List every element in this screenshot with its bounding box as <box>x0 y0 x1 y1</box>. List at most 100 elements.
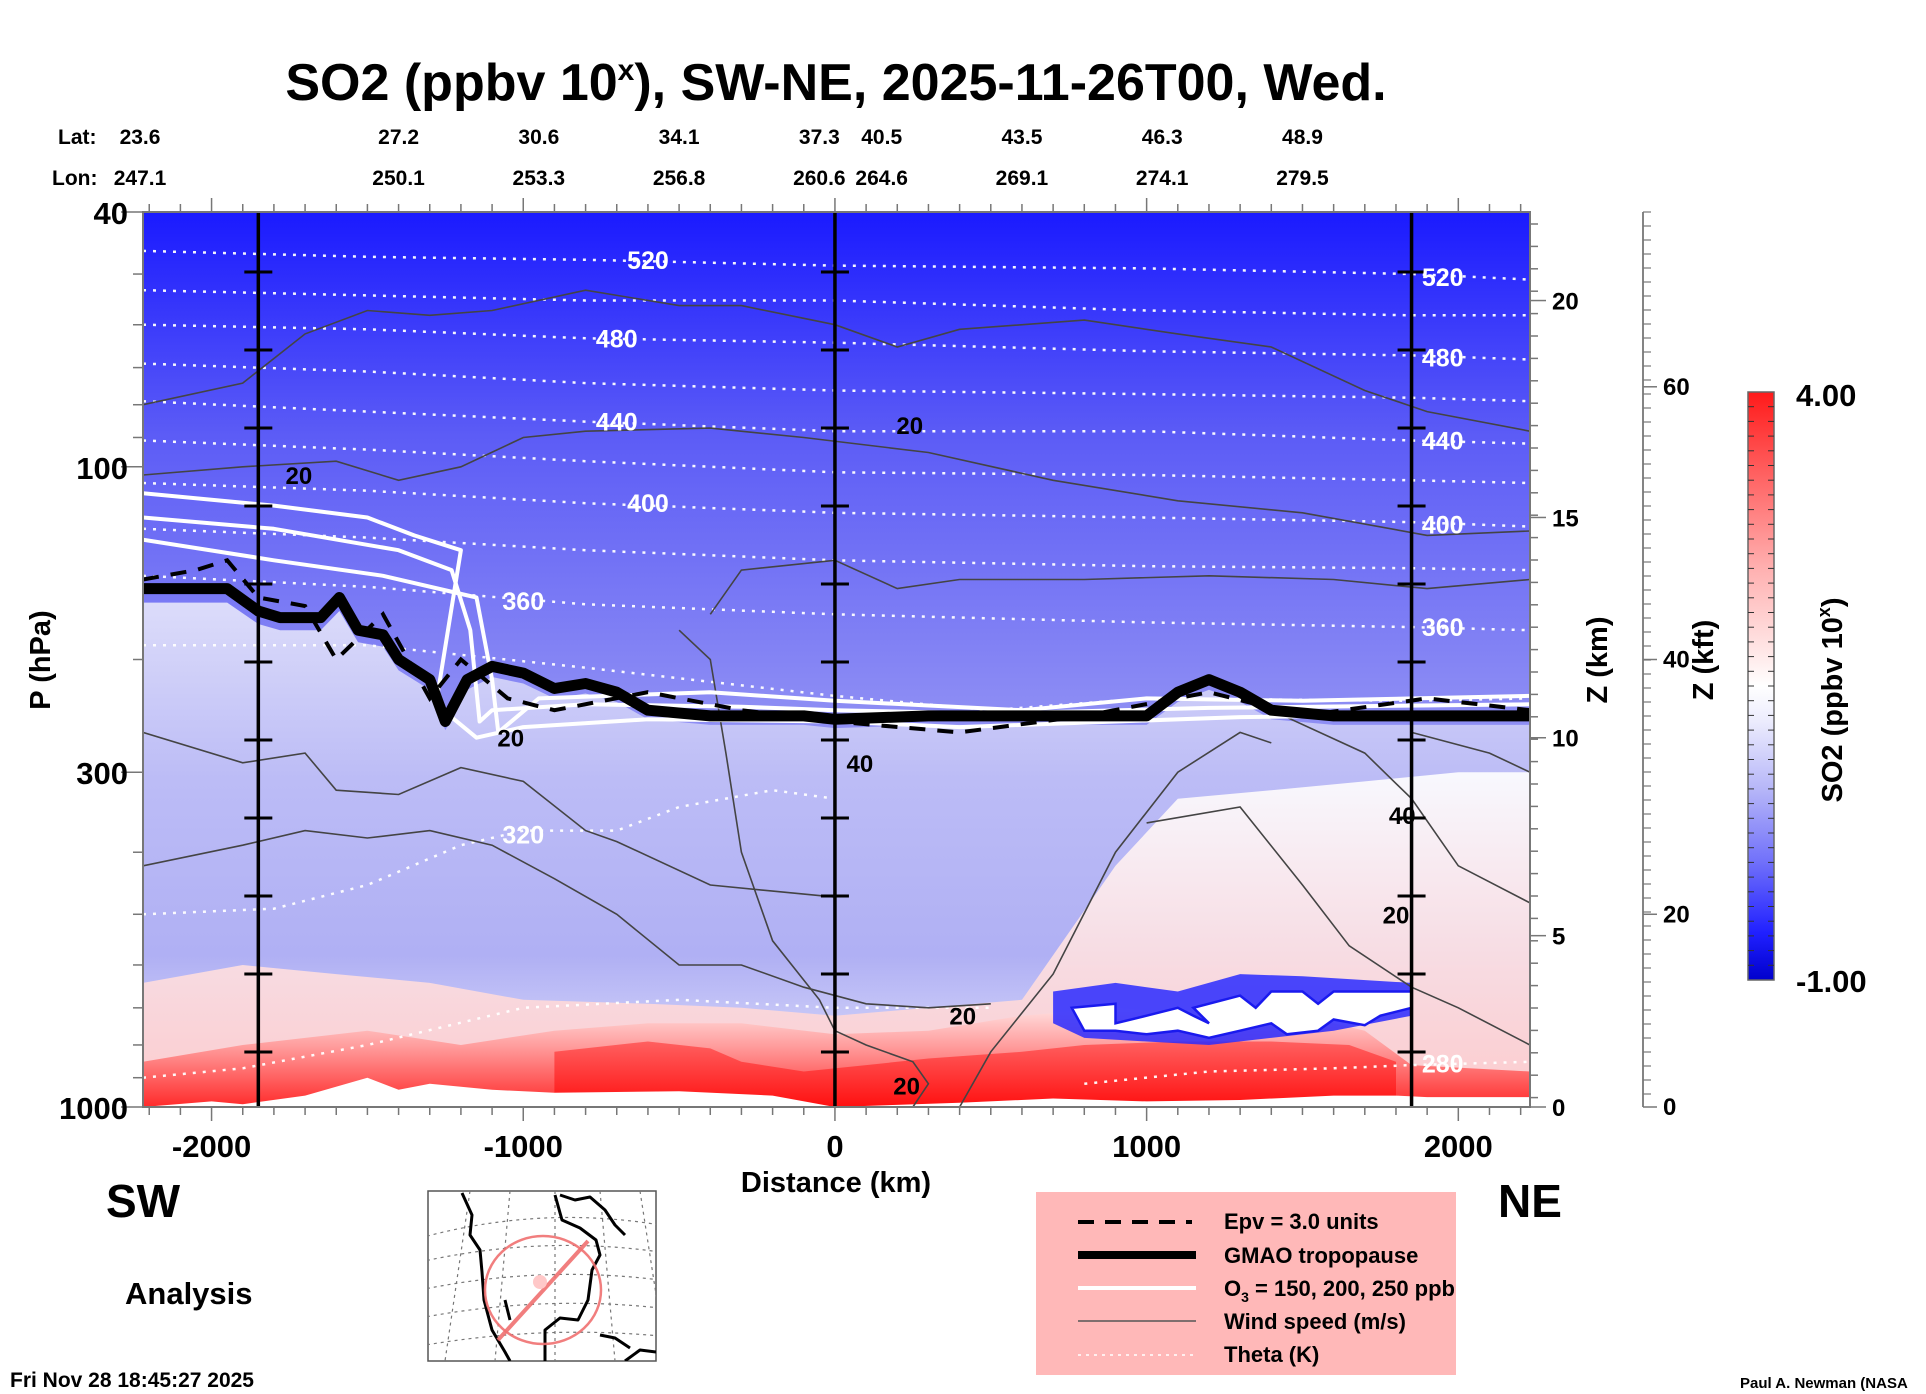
reference-lines <box>244 212 1426 1107</box>
legend-label-o3: O3 = 150, 200, 250 ppb <box>1224 1276 1455 1305</box>
theta-contour-label: 520 <box>627 247 669 275</box>
colorbar-max-label: 4.00 <box>1796 378 1856 413</box>
lat-value: 23.6 <box>120 126 161 149</box>
theta-contour-label: 480 <box>596 325 638 353</box>
z-kft-tick-label: 40 <box>1663 647 1690 674</box>
z-km-tick-label: 20 <box>1552 289 1579 316</box>
wind-speed-contour <box>143 427 1530 537</box>
lat-value: 40.5 <box>861 126 902 149</box>
wind-speed-label: 20 <box>285 463 312 490</box>
wind-speed-contour <box>709 559 1530 615</box>
wind-speed-label: 20 <box>896 413 923 440</box>
contour-labels: 520 520 480 480 440 440 400 400 360 360 320 280 20 20… <box>285 247 1463 1101</box>
theta-contour-label: 400 <box>1422 511 1464 539</box>
y-tick-label: 100 <box>76 451 128 486</box>
theta-contour-label: 440 <box>1422 428 1464 456</box>
lon-value: 264.6 <box>855 167 908 190</box>
lon-value: 260.6 <box>793 167 846 190</box>
legend-label-wind: Wind speed (m/s) <box>1224 1309 1406 1334</box>
theta-contour-label: 480 <box>1422 344 1464 372</box>
wind-speed-contour <box>1411 731 1530 773</box>
theta-contour-label: 280 <box>1422 1050 1464 1078</box>
map-transect <box>483 1234 603 1346</box>
z-km-axis-label: Z (km) <box>1582 617 1614 704</box>
theta-contour-label: 440 <box>596 409 638 437</box>
gmao-tropopause-line <box>143 583 1530 727</box>
wind-speed-contours <box>143 289 1530 1107</box>
legend-label-tropopause: GMAO tropopause <box>1224 1243 1418 1268</box>
lon-value: 253.3 <box>513 167 566 190</box>
wind-speed-contour <box>143 289 1530 432</box>
so2-positive-strong-fill <box>554 1041 1396 1107</box>
z-kft-tick-label: 0 <box>1663 1094 1676 1121</box>
o3-contour-250 <box>143 491 1530 740</box>
y-axis-label: P (hPa) <box>25 610 57 709</box>
lon-value: 256.8 <box>653 167 706 190</box>
epv-3pvu-line <box>143 557 1530 735</box>
wind-speed-contour <box>143 829 991 1009</box>
lat-value: 43.5 <box>1002 126 1043 149</box>
z-kft-axis: 0 20 40 60 <box>1642 211 1690 1121</box>
z-km-tick-label: 10 <box>1552 726 1579 753</box>
theta-contour-label: 320 <box>502 821 544 849</box>
range-circle <box>483 1234 603 1346</box>
lat-value: 34.1 <box>659 126 700 149</box>
x-tick-label: 0 <box>826 1129 843 1164</box>
lon-value: 250.1 <box>372 167 425 190</box>
lon-value: 274.1 <box>1136 167 1189 190</box>
wind-speed-label: 20 <box>497 726 524 753</box>
lon-value: 279.5 <box>1276 167 1329 190</box>
wind-speed-label: 20 <box>893 1073 920 1100</box>
colorbar-label: SO2 (ppbv 10x) <box>1814 597 1849 802</box>
x-axis-label: Distance (km) <box>741 1167 931 1199</box>
map-graticule <box>428 1191 656 1361</box>
y-tick-label: 300 <box>76 756 128 791</box>
x-tick-label: -1000 <box>484 1129 563 1164</box>
colorbar-min-label: -1.00 <box>1796 964 1867 999</box>
theta-contour-label: 360 <box>1422 614 1464 642</box>
z-km-tick-label: 0 <box>1552 1095 1565 1122</box>
lat-label: Lat: <box>58 126 97 149</box>
lat-value: 30.6 <box>518 126 559 149</box>
wind-speed-contour <box>1146 806 1530 1046</box>
lat-value: 48.9 <box>1282 126 1323 149</box>
transect-center-star <box>533 1275 547 1289</box>
lon-value: 269.1 <box>996 167 1049 190</box>
sw-direction-label: SW <box>106 1175 181 1227</box>
legend-label-theta: Theta (K) <box>1224 1342 1319 1367</box>
wind-speed-label: 40 <box>1389 803 1416 830</box>
z-km-tick-label: 15 <box>1552 505 1579 532</box>
z-kft-tick-label: 60 <box>1663 374 1690 401</box>
o3-contour-150 <box>143 537 1530 735</box>
x-tick-label: 2000 <box>1424 1129 1493 1164</box>
z-km-tick-label: 5 <box>1552 924 1565 951</box>
y-tick-label: 1000 <box>59 1091 128 1126</box>
timestamp: Fri Nov 28 18:45:27 2025 <box>10 1369 254 1392</box>
map-coastlines <box>460 1192 656 1361</box>
wind-speed-contour <box>958 731 1272 1107</box>
lat-lon-header: Lat: Lon: 23.6 247.1 27.2 250.1 30.6 253.3 34.… <box>52 126 1329 190</box>
author-credit: Paul A. Newman (NASA <box>1740 1375 1908 1392</box>
axes: -2000 -1000 0 1000 2000 40 100 300 1000 0 5 10 15 20 <box>59 196 1579 1164</box>
theta-contour-300 <box>143 998 991 1079</box>
lat-value: 27.2 <box>378 126 419 149</box>
chart-title: SO2 (ppbv 10x), SW-NE, 2025-11-26T00, We… <box>285 54 1386 112</box>
colorbar-ticks <box>1748 406 1774 966</box>
theta-contour-label: 400 <box>627 490 669 518</box>
lon-value: 247.1 <box>114 167 167 190</box>
x-tick-label: -2000 <box>172 1129 251 1164</box>
lon-label: Lon: <box>52 167 97 190</box>
colorbar: 4.00 -1.00 SO2 (ppbv 10x) <box>1747 378 1867 999</box>
theta-contour-label: 520 <box>1422 264 1464 292</box>
z-kft-axis-label: Z (kft) <box>1688 620 1720 701</box>
plot-area <box>143 212 1530 1107</box>
z-kft-tick-label: 20 <box>1663 901 1690 928</box>
analysis-label: Analysis <box>125 1276 253 1311</box>
below-ground-mask <box>143 1077 1530 1107</box>
ne-direction-label: NE <box>1498 1175 1562 1227</box>
wind-speed-contour <box>143 731 835 898</box>
legend: Epv = 3.0 units GMAO tropopause O3 = 150… <box>1036 1192 1456 1375</box>
wind-speed-label: 20 <box>1383 902 1410 929</box>
lat-value: 37.3 <box>799 126 840 149</box>
y-tick-label: 40 <box>94 196 128 231</box>
